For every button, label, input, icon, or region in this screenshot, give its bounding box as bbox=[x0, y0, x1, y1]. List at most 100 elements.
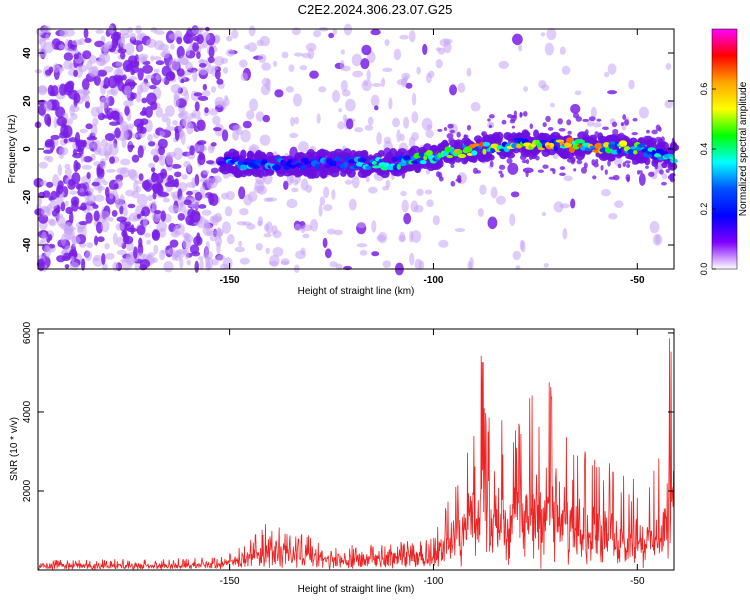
band-core-blob bbox=[348, 159, 356, 164]
band-core-blob bbox=[272, 164, 281, 171]
noise-blob bbox=[50, 134, 60, 140]
noise-blob bbox=[179, 112, 187, 117]
noise-blob bbox=[83, 155, 93, 163]
noise-blob bbox=[63, 125, 73, 138]
band-core-blob bbox=[637, 143, 646, 148]
spectrogram-x-axis-label: Height of straight line (km) bbox=[298, 286, 415, 297]
noise-blob bbox=[85, 123, 93, 130]
noise-blob bbox=[432, 215, 441, 226]
band-side-blob bbox=[624, 160, 631, 164]
noise-blob bbox=[185, 61, 193, 71]
band-side-blob bbox=[449, 129, 456, 134]
noise-blob bbox=[188, 112, 194, 120]
noise-blob bbox=[263, 197, 273, 203]
noise-blob bbox=[150, 166, 156, 173]
band-side-blob bbox=[604, 169, 608, 175]
noise-blob bbox=[263, 233, 272, 238]
noise-blob bbox=[150, 55, 155, 62]
band-side-blob bbox=[617, 163, 622, 169]
band-side-blob bbox=[618, 132, 625, 139]
band-side-blob bbox=[463, 134, 467, 140]
noise-blob bbox=[45, 33, 50, 41]
noise-blob bbox=[119, 205, 124, 215]
noise-blob bbox=[435, 59, 443, 69]
noise-blob bbox=[138, 237, 143, 248]
band-side-blob bbox=[509, 119, 516, 124]
noise-blob bbox=[202, 250, 213, 261]
noise-blob bbox=[541, 211, 547, 217]
noise-blob bbox=[540, 32, 546, 37]
noise-blob bbox=[170, 84, 182, 94]
noise-blob bbox=[165, 151, 177, 158]
noise-blob bbox=[318, 203, 323, 217]
band-core-blob bbox=[630, 146, 637, 150]
noise-blob bbox=[366, 69, 371, 81]
noise-blob bbox=[370, 29, 381, 36]
noise-blob bbox=[490, 186, 498, 199]
noise-blob bbox=[322, 237, 328, 249]
band-core-blob bbox=[589, 145, 596, 149]
band-blob bbox=[649, 137, 657, 146]
noise-blob bbox=[190, 209, 201, 223]
noise-blob bbox=[359, 249, 368, 256]
band-side-blob bbox=[583, 162, 588, 169]
noise-blob bbox=[343, 23, 353, 36]
noise-blob bbox=[300, 247, 306, 256]
noise-blob bbox=[289, 132, 299, 139]
noise-blob bbox=[68, 249, 78, 260]
noise-blob bbox=[374, 105, 379, 111]
band-blob bbox=[488, 154, 495, 161]
band-blob bbox=[667, 161, 678, 171]
band-core-blob bbox=[457, 153, 467, 159]
noise-blob bbox=[443, 38, 453, 44]
noise-blob bbox=[65, 206, 73, 215]
noise-blob bbox=[405, 82, 413, 89]
band-side-blob bbox=[600, 165, 604, 171]
noise-blob bbox=[151, 174, 157, 183]
noise-blob bbox=[272, 246, 284, 257]
noise-blob bbox=[216, 241, 221, 255]
noise-blob bbox=[238, 186, 246, 200]
noise-blob bbox=[495, 195, 506, 205]
noise-blob bbox=[231, 29, 239, 39]
noise-blob bbox=[199, 259, 204, 271]
noise-blob bbox=[285, 86, 294, 93]
noise-blob bbox=[127, 168, 137, 179]
noise-blob bbox=[544, 42, 555, 56]
noise-blob bbox=[638, 173, 646, 186]
noise-blob bbox=[416, 66, 421, 75]
noise-blob bbox=[80, 202, 87, 211]
noise-blob bbox=[102, 180, 108, 186]
noise-blob bbox=[449, 84, 457, 96]
noise-blob bbox=[319, 196, 326, 206]
noise-blob bbox=[147, 194, 154, 202]
noise-blob bbox=[345, 98, 356, 112]
noise-blob bbox=[212, 175, 222, 184]
noise-blob bbox=[383, 136, 392, 145]
noise-blob bbox=[91, 181, 100, 187]
noise-blob bbox=[184, 248, 190, 260]
band-core-blob bbox=[444, 146, 451, 153]
noise-blob bbox=[154, 40, 165, 51]
noise-blob bbox=[97, 112, 106, 121]
band-side-blob bbox=[446, 133, 454, 139]
noise-blob bbox=[153, 68, 160, 74]
noise-blob bbox=[649, 220, 660, 234]
band-side-blob bbox=[557, 118, 563, 125]
noise-blob bbox=[57, 164, 63, 176]
noise-blob bbox=[664, 99, 673, 109]
noise-blob bbox=[112, 31, 122, 37]
band-side-blob bbox=[447, 123, 454, 129]
noise-blob bbox=[125, 221, 132, 227]
band-core-blob bbox=[239, 164, 248, 171]
band-side-blob bbox=[596, 118, 602, 122]
band-side-blob bbox=[438, 176, 444, 182]
noise-blob bbox=[64, 29, 76, 37]
y-tick-label: 40 bbox=[22, 47, 33, 59]
noise-blob bbox=[341, 89, 351, 97]
band-side-blob bbox=[522, 111, 528, 117]
band-core-blob bbox=[653, 153, 662, 158]
band-side-blob bbox=[608, 176, 616, 180]
noise-blob bbox=[183, 116, 192, 130]
noise-blob bbox=[86, 172, 91, 180]
